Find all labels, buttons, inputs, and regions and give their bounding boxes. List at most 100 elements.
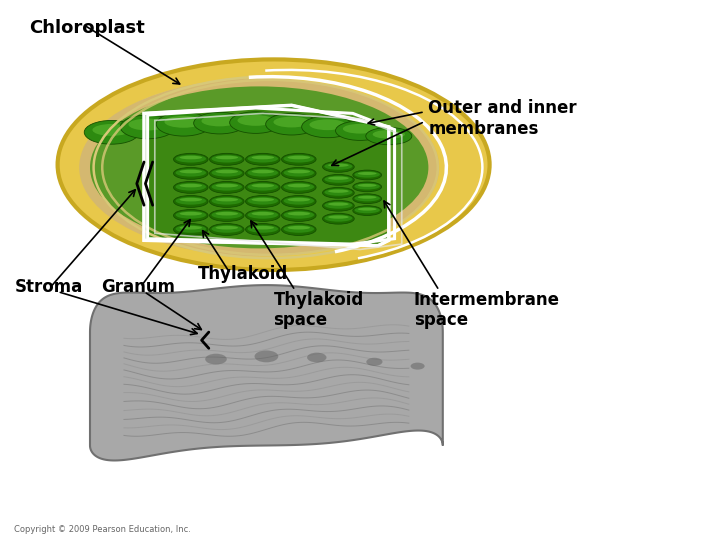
Ellipse shape <box>328 177 348 180</box>
Ellipse shape <box>202 116 238 126</box>
Ellipse shape <box>212 169 242 177</box>
Ellipse shape <box>176 225 206 233</box>
Ellipse shape <box>266 113 318 135</box>
Ellipse shape <box>176 183 206 191</box>
Text: Thylakoid
space: Thylakoid space <box>274 291 364 329</box>
Ellipse shape <box>212 225 242 233</box>
Ellipse shape <box>282 210 316 221</box>
Ellipse shape <box>248 169 278 177</box>
Text: Copyright © 2009 Pearson Education, Inc.: Copyright © 2009 Pearson Education, Inc. <box>14 524 192 534</box>
Ellipse shape <box>323 213 354 224</box>
Ellipse shape <box>174 181 208 193</box>
Ellipse shape <box>176 169 206 177</box>
Ellipse shape <box>328 215 348 219</box>
Ellipse shape <box>325 163 352 170</box>
Ellipse shape <box>179 212 202 215</box>
Ellipse shape <box>287 198 310 201</box>
Ellipse shape <box>323 174 354 185</box>
Ellipse shape <box>284 197 314 205</box>
Ellipse shape <box>251 212 274 215</box>
Ellipse shape <box>284 183 314 191</box>
Ellipse shape <box>287 184 310 187</box>
Ellipse shape <box>325 201 352 208</box>
Ellipse shape <box>354 195 380 201</box>
Ellipse shape <box>179 226 202 230</box>
Ellipse shape <box>246 210 280 221</box>
Text: Thylakoid: Thylakoid <box>198 265 288 284</box>
Ellipse shape <box>410 363 425 369</box>
Ellipse shape <box>92 124 131 136</box>
Ellipse shape <box>174 153 208 165</box>
Ellipse shape <box>353 182 382 192</box>
Ellipse shape <box>251 226 274 230</box>
Ellipse shape <box>282 181 316 193</box>
Ellipse shape <box>358 196 377 199</box>
Ellipse shape <box>215 156 238 159</box>
Ellipse shape <box>116 95 323 213</box>
Text: Stroma: Stroma <box>14 278 83 296</box>
Ellipse shape <box>328 190 348 193</box>
Ellipse shape <box>248 197 278 205</box>
Ellipse shape <box>174 210 208 221</box>
Ellipse shape <box>325 189 352 195</box>
Ellipse shape <box>366 127 412 145</box>
Ellipse shape <box>251 198 274 201</box>
Ellipse shape <box>255 350 278 362</box>
Ellipse shape <box>284 169 314 177</box>
Text: Intermembrane
space: Intermembrane space <box>414 291 560 329</box>
Ellipse shape <box>194 112 246 134</box>
Ellipse shape <box>373 130 405 139</box>
Ellipse shape <box>310 119 346 130</box>
Ellipse shape <box>210 181 244 193</box>
Ellipse shape <box>246 224 280 235</box>
Ellipse shape <box>58 59 490 270</box>
Ellipse shape <box>287 226 310 230</box>
Ellipse shape <box>353 206 382 215</box>
Ellipse shape <box>212 211 242 219</box>
Ellipse shape <box>143 108 346 205</box>
Ellipse shape <box>323 187 354 198</box>
Ellipse shape <box>284 225 314 233</box>
Ellipse shape <box>164 116 203 128</box>
Ellipse shape <box>354 207 380 213</box>
Ellipse shape <box>354 171 380 178</box>
Ellipse shape <box>210 167 244 179</box>
Polygon shape <box>90 285 443 461</box>
Ellipse shape <box>84 120 139 144</box>
Ellipse shape <box>215 226 238 230</box>
Ellipse shape <box>248 183 278 191</box>
Ellipse shape <box>284 211 314 219</box>
Ellipse shape <box>176 197 206 205</box>
Ellipse shape <box>210 224 244 235</box>
Ellipse shape <box>120 115 175 139</box>
Ellipse shape <box>328 164 348 167</box>
Ellipse shape <box>284 155 314 163</box>
Text: Chloroplast: Chloroplast <box>29 19 145 37</box>
Ellipse shape <box>135 106 304 202</box>
Text: Granum: Granum <box>101 278 175 296</box>
Ellipse shape <box>246 195 280 207</box>
Ellipse shape <box>215 212 238 215</box>
Ellipse shape <box>302 116 354 138</box>
Ellipse shape <box>230 112 282 133</box>
Ellipse shape <box>128 119 167 131</box>
Ellipse shape <box>328 202 348 206</box>
Ellipse shape <box>307 353 327 362</box>
Ellipse shape <box>287 212 310 215</box>
Ellipse shape <box>343 124 377 133</box>
Ellipse shape <box>176 155 206 163</box>
Ellipse shape <box>156 112 211 136</box>
Ellipse shape <box>79 78 439 256</box>
Ellipse shape <box>179 184 202 187</box>
Ellipse shape <box>336 121 384 140</box>
Ellipse shape <box>210 153 244 165</box>
Ellipse shape <box>215 170 238 173</box>
Ellipse shape <box>274 117 310 127</box>
Ellipse shape <box>248 225 278 233</box>
Ellipse shape <box>246 153 280 165</box>
Ellipse shape <box>251 170 274 173</box>
Polygon shape <box>144 105 389 246</box>
Ellipse shape <box>205 354 227 364</box>
Ellipse shape <box>325 215 352 222</box>
Ellipse shape <box>174 195 208 207</box>
